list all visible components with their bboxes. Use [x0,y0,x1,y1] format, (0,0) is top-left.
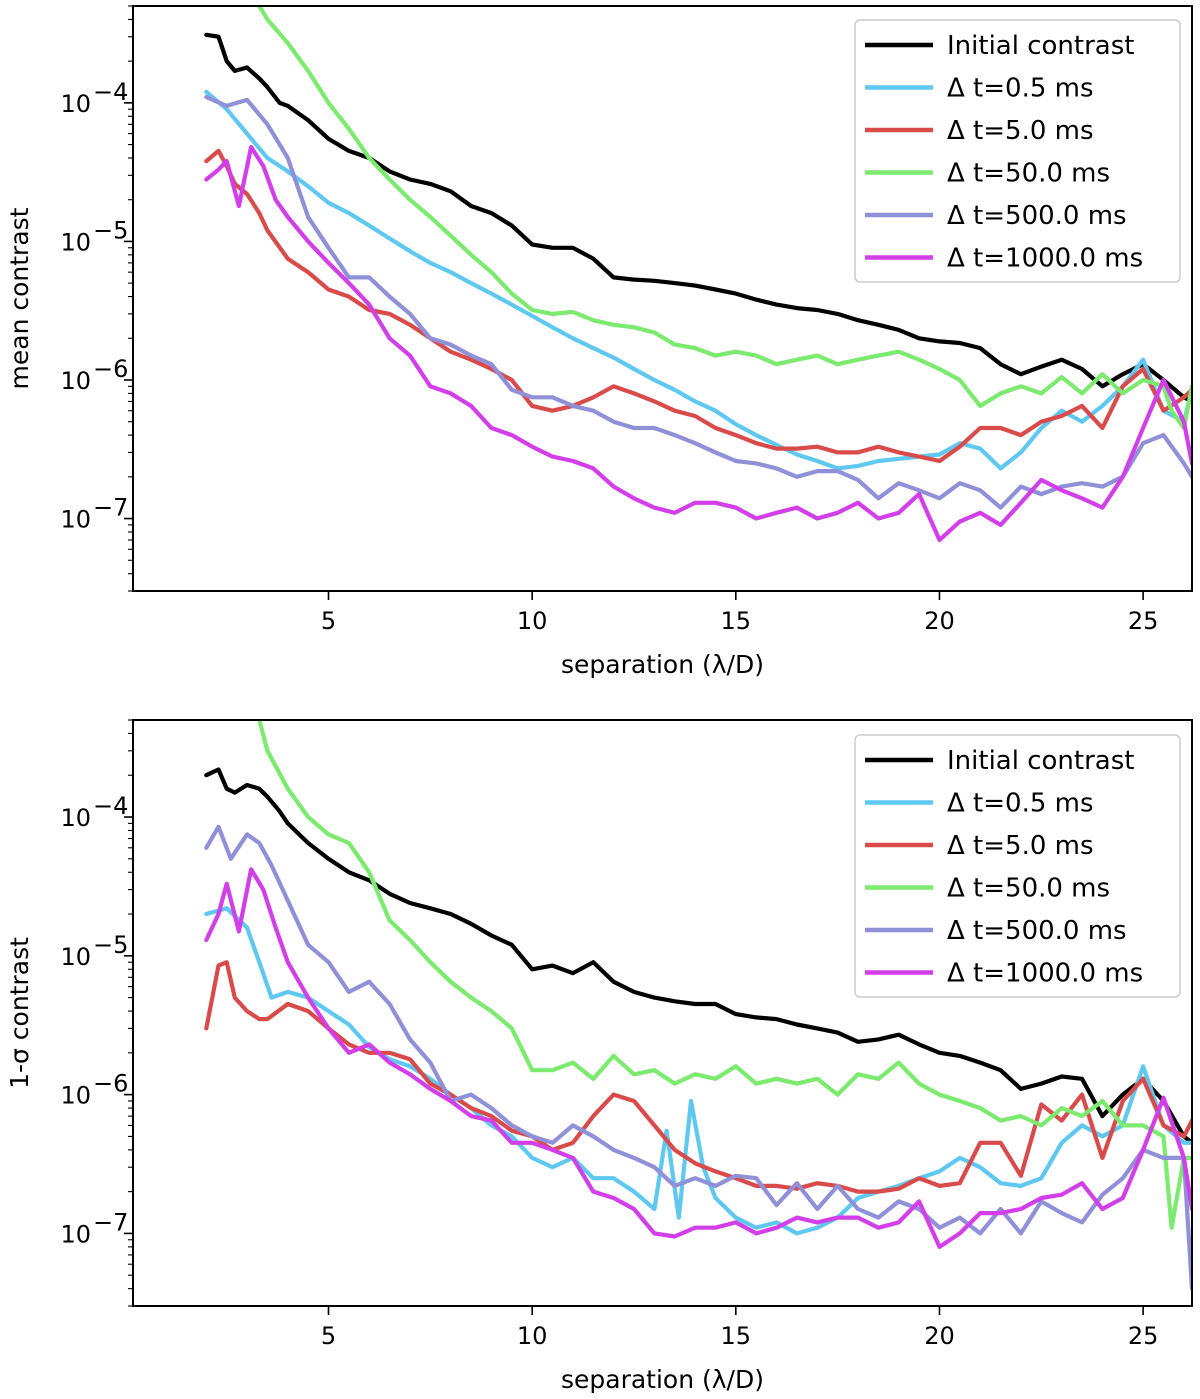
series-line-0 [204,767,1192,1145]
y-tick-label: 10 [60,506,91,534]
series-line-2 [204,960,1192,1194]
legend-label: Δ t=0.5 ms [947,789,1094,819]
legend: Initial contrast Δ t=0.5 ms Δ t=5.0 ms Δ t=… [854,19,1181,283]
y-tick-base: 10 [60,506,91,534]
series-line-3 [257,6,1192,431]
legend-label: Δ t=500.0 ms [947,916,1127,946]
legend-label: Δ t=50.0 ms [947,159,1110,189]
series-line-4 [204,94,1192,510]
y-tick-base: 10 [60,1082,91,1110]
y-tick-exponent: −5 [93,931,128,959]
legend-label: Initial contrast [947,31,1134,61]
y-tick-label: 10 [60,804,91,832]
plot-frame [132,719,1193,1307]
series-line-5 [204,144,1192,543]
legend-label: Δ t=1000.0 ms [947,959,1143,989]
legend-label: Δ t=5.0 ms [947,116,1094,146]
x-tick-label: 20 [924,607,955,635]
y-tick-label: 10 [60,943,91,971]
x-tick-label: 15 [721,607,752,635]
plot-frame [132,5,1193,592]
legend-label: Δ t=500.0 ms [947,201,1127,231]
y-axis-label: mean contrast [5,207,34,389]
y-tick-base: 10 [60,943,91,971]
y-tick-base: 10 [60,90,91,118]
y-tick-label: 10 [60,90,91,118]
x-tick-label: 15 [721,1322,752,1350]
x-tick-label: 10 [517,607,548,635]
x-tick-label: 20 [924,1322,955,1350]
y-tick-base: 10 [60,228,91,256]
x-tick-label: 5 [321,607,336,635]
series-line-0 [204,32,1192,404]
x-axis-label: separation (λ/D) [561,1365,764,1394]
x-tick-label: 5 [321,1322,336,1350]
x-tick-label: 25 [1128,607,1159,635]
series-group [204,720,1192,1291]
legend-box [854,734,1181,998]
y-tick-label: 10 [60,367,91,395]
series-group [204,6,1192,543]
y-tick-label: 10 [60,1082,91,1110]
series-line-1 [204,89,1192,471]
legend-label: Initial contrast [947,746,1134,776]
y-tick-label: 10 [60,1220,91,1248]
x-tick-label: 25 [1128,1322,1159,1350]
x-tick-label: 10 [517,1322,548,1350]
y-tick-exponent: −7 [93,494,128,522]
y-tick-exponent: −6 [93,1070,128,1098]
series-line-2 [204,148,1192,464]
series-line-5 [204,867,1192,1250]
y-tick-exponent: −4 [93,792,128,820]
y-tick-base: 10 [60,367,91,395]
legend-label: Δ t=1000.0 ms [947,244,1143,274]
series-line-3 [257,720,1192,1230]
y-tick-exponent: −6 [93,355,128,383]
legend-box [854,19,1181,283]
y-tick-exponent: −7 [93,1208,128,1236]
legend-label: Δ t=5.0 ms [947,831,1094,861]
legend-label: Δ t=0.5 ms [947,74,1094,104]
y-tick-base: 10 [60,1220,91,1248]
y-tick-label: 10 [60,228,91,256]
y-tick-base: 10 [60,804,91,832]
x-axis-label: separation (λ/D) [561,650,764,679]
series-line-4 [204,824,1192,1291]
y-tick-exponent: −4 [93,78,128,106]
y-tick-exponent: −5 [93,216,128,244]
series-line-1 [204,906,1192,1236]
y-axis-label: 1-σ contrast [5,937,34,1089]
legend-label: Δ t=50.0 ms [947,874,1110,904]
legend: Initial contrast Δ t=0.5 ms Δ t=5.0 ms Δ t=… [854,734,1181,998]
